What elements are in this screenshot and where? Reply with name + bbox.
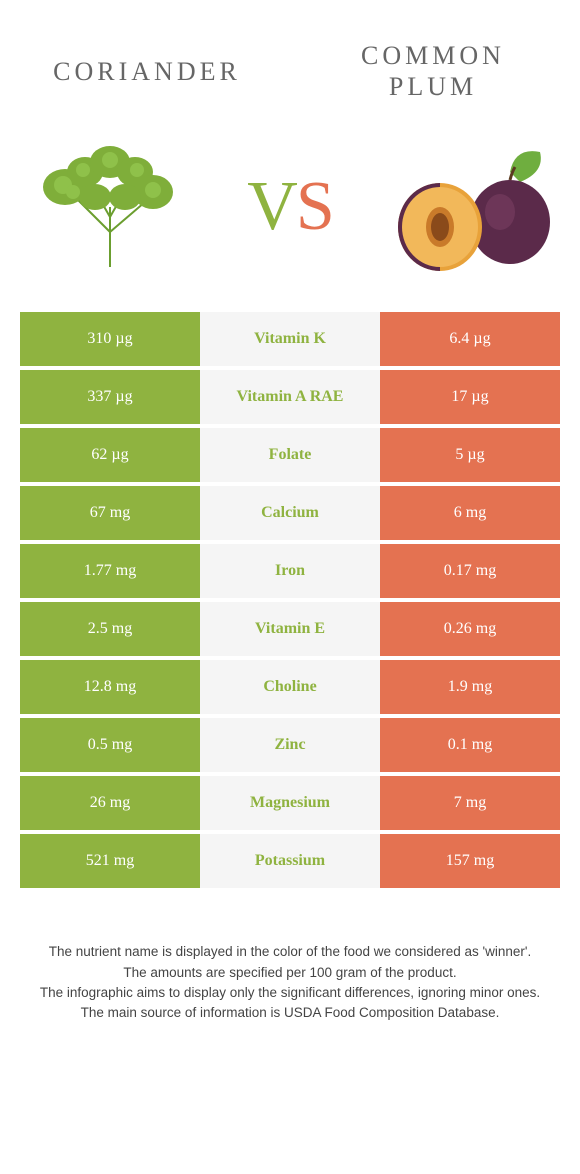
vs-label: VS — [247, 167, 333, 247]
nutrient-name: Vitamin A RAE — [200, 370, 380, 424]
table-row: 310 µgVitamin K6.4 µg — [20, 312, 560, 366]
vs-s: S — [296, 167, 333, 247]
value-food-b: 7 mg — [380, 776, 560, 830]
footer-line: The infographic aims to display only the… — [30, 983, 550, 1003]
value-food-a: 521 mg — [20, 834, 200, 888]
footer-line: The main source of information is USDA F… — [30, 1003, 550, 1023]
nutrient-name: Vitamin E — [200, 602, 380, 656]
nutrient-name: Magnesium — [200, 776, 380, 830]
value-food-b: 157 mg — [380, 834, 560, 888]
value-food-b: 6.4 µg — [380, 312, 560, 366]
value-food-a: 62 µg — [20, 428, 200, 482]
value-food-b: 0.1 mg — [380, 718, 560, 772]
value-food-b: 5 µg — [380, 428, 560, 482]
table-row: 0.5 mgZinc0.1 mg — [20, 718, 560, 772]
nutrient-name: Iron — [200, 544, 380, 598]
value-food-a: 1.77 mg — [20, 544, 200, 598]
table-row: 67 mgCalcium6 mg — [20, 486, 560, 540]
vs-v: V — [247, 167, 296, 247]
footer-line: The amounts are specified per 100 gram o… — [30, 963, 550, 983]
nutrient-name: Calcium — [200, 486, 380, 540]
value-food-a: 67 mg — [20, 486, 200, 540]
table-row: 521 mgPotassium157 mg — [20, 834, 560, 888]
value-food-a: 337 µg — [20, 370, 200, 424]
value-food-b: 1.9 mg — [380, 660, 560, 714]
value-food-a: 0.5 mg — [20, 718, 200, 772]
nutrient-name: Vitamin K — [200, 312, 380, 366]
value-food-b: 17 µg — [380, 370, 560, 424]
value-food-a: 2.5 mg — [20, 602, 200, 656]
value-food-b: 0.26 mg — [380, 602, 560, 656]
food-b-title: Common Plum — [316, 40, 550, 102]
value-food-a: 12.8 mg — [20, 660, 200, 714]
table-row: 2.5 mgVitamin E0.26 mg — [20, 602, 560, 656]
value-food-b: 0.17 mg — [380, 544, 560, 598]
nutrient-name: Potassium — [200, 834, 380, 888]
table-row: 62 µgFolate5 µg — [20, 428, 560, 482]
table-row: 12.8 mgCholine1.9 mg — [20, 660, 560, 714]
footer-notes: The nutrient name is displayed in the co… — [0, 892, 580, 1043]
table-row: 1.77 mgIron0.17 mg — [20, 544, 560, 598]
hero-row: VS — [0, 122, 580, 312]
coriander-image — [20, 132, 200, 282]
table-row: 26 mgMagnesium7 mg — [20, 776, 560, 830]
food-a-title: Coriander — [30, 56, 264, 87]
nutrient-name: Folate — [200, 428, 380, 482]
table-row: 337 µgVitamin A RAE17 µg — [20, 370, 560, 424]
value-food-a: 26 mg — [20, 776, 200, 830]
value-food-a: 310 µg — [20, 312, 200, 366]
nutrient-name: Zinc — [200, 718, 380, 772]
header: Coriander Common Plum — [0, 0, 580, 122]
footer-line: The nutrient name is displayed in the co… — [30, 942, 550, 962]
comparison-table: 310 µgVitamin K6.4 µg337 µgVitamin A RAE… — [0, 312, 580, 888]
value-food-b: 6 mg — [380, 486, 560, 540]
nutrient-name: Choline — [200, 660, 380, 714]
plum-image — [380, 132, 560, 282]
